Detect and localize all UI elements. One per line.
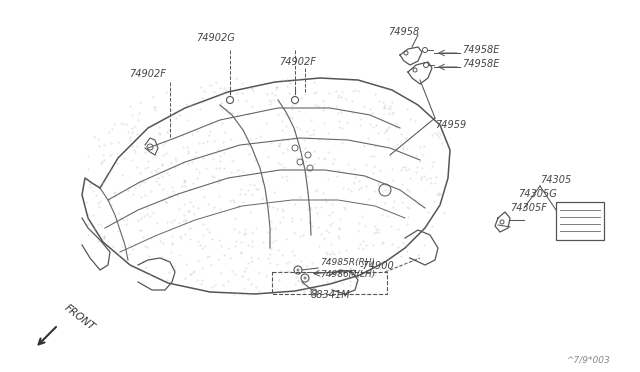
Text: 74958E: 74958E xyxy=(462,45,499,55)
Text: 74902G: 74902G xyxy=(196,33,234,43)
Circle shape xyxy=(303,276,307,279)
Text: 74305F: 74305F xyxy=(510,203,547,213)
Text: FRONT: FRONT xyxy=(62,303,96,333)
Text: -74900: -74900 xyxy=(360,261,395,271)
Circle shape xyxy=(296,269,300,272)
Text: 74902F: 74902F xyxy=(129,69,166,79)
Text: 88341M: 88341M xyxy=(310,290,350,300)
Text: 74986M(LH): 74986M(LH) xyxy=(320,270,375,279)
Bar xyxy=(272,272,387,294)
Text: 74305G: 74305G xyxy=(518,189,557,199)
Text: 74959: 74959 xyxy=(435,120,467,130)
Text: 74902F: 74902F xyxy=(280,57,316,67)
Text: 74305: 74305 xyxy=(540,175,572,185)
Text: 74958: 74958 xyxy=(388,27,420,37)
Bar xyxy=(556,202,604,240)
Text: ^7/9*003: ^7/9*003 xyxy=(566,356,610,365)
Text: 74985R(RH): 74985R(RH) xyxy=(320,259,375,267)
Text: 74958E: 74958E xyxy=(462,59,499,69)
